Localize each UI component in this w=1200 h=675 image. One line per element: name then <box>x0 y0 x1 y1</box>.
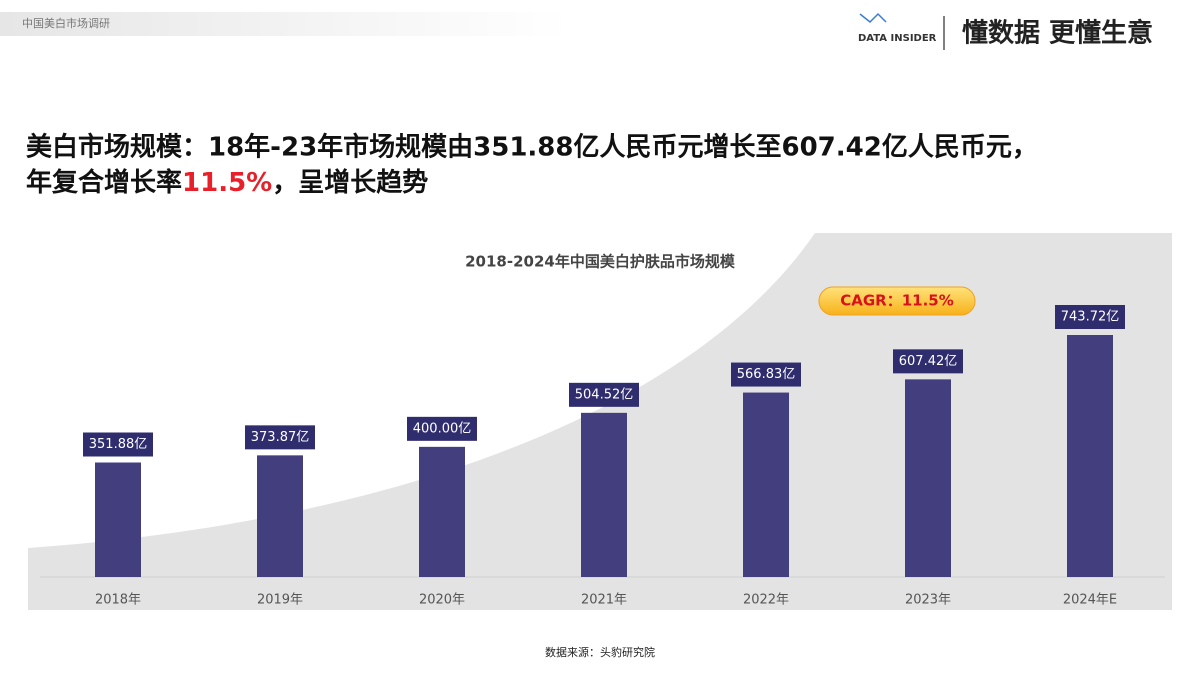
headline: 美白市场规模：18年-23年市场规模由351.88亿人民币元增长至607.42亿… <box>26 132 1038 163</box>
bar <box>257 455 303 577</box>
bar <box>743 392 789 577</box>
logo-text: DATA INSIDER <box>858 33 937 44</box>
bar <box>905 379 951 577</box>
chart-swoosh <box>28 233 815 548</box>
bar <box>581 412 627 577</box>
value-label-box <box>1055 305 1125 329</box>
value-label: 504.52亿 <box>575 387 634 402</box>
value-label-box <box>731 362 801 387</box>
headline-highlight: 11.5% <box>182 168 272 198</box>
annotation: CAGR：11.5% <box>840 292 954 310</box>
value-label-box <box>569 382 639 407</box>
section-title: 中国美白市场调研 <box>22 16 110 30</box>
headline: 年复合增长率11.5%，呈增长趋势 <box>26 167 428 198</box>
x-tick-label: 2021年 <box>581 593 627 608</box>
logo-icon <box>859 12 887 24</box>
x-tick-label: 2024年E <box>1063 593 1117 608</box>
bar <box>95 462 141 577</box>
bar <box>1067 335 1113 577</box>
header-band <box>0 12 570 36</box>
bar <box>419 446 465 577</box>
value-label-box <box>407 416 477 441</box>
plot: 2018年 351.88亿 2019年 373.87亿 2020年 400.00亿 2021… <box>83 305 1125 608</box>
source: 数据来源：头豹研究院 <box>545 645 655 659</box>
value-label: 566.83亿 <box>737 367 796 382</box>
value-label-box <box>893 349 963 374</box>
chart-title: 2018-2024年中国美白护肤品市场规模 <box>465 253 736 271</box>
value-label: 400.00亿 <box>413 421 472 436</box>
value-label: 351.88亿 <box>89 437 148 452</box>
x-tick-label: 2022年 <box>743 593 789 608</box>
value-label-box <box>83 432 153 457</box>
value-label-box <box>245 425 315 450</box>
x-tick-label: 2018年 <box>95 593 141 608</box>
headline-text: ，呈增长趋势 <box>272 167 428 198</box>
slogan: 懂数据 更懂生意 <box>962 18 1153 49</box>
annotation-box <box>818 286 976 316</box>
value-label: 743.72亿 <box>1061 310 1120 325</box>
headline-text: 年复合增长率 <box>26 167 182 198</box>
x-tick-label: 2023年 <box>905 593 951 608</box>
value-label: 607.42亿 <box>899 354 958 369</box>
value-label: 373.87亿 <box>251 430 310 445</box>
x-tick-label: 2020年 <box>419 593 465 608</box>
x-tick-label: 2019年 <box>257 593 303 608</box>
